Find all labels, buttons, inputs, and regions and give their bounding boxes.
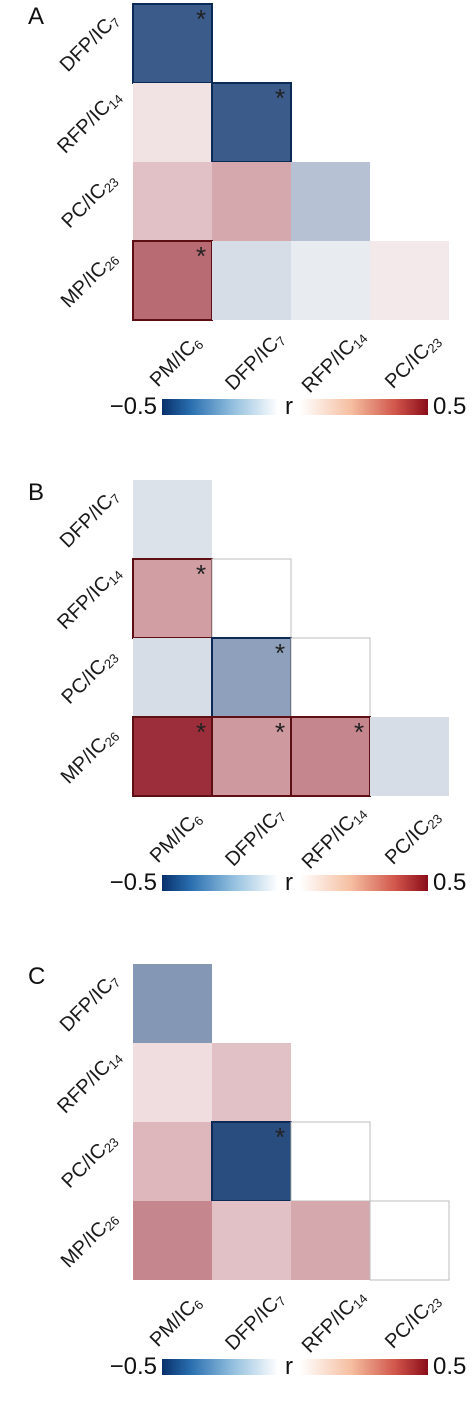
heatmap-cell [132,3,213,84]
column-tick-label: DFP/IC7 [221,1288,289,1356]
heatmap-cell [291,1201,370,1280]
column-tick-label: RFP/IC14 [298,1285,371,1358]
heatmap-cell [133,480,212,559]
colorbar-min-label: −0.5 [110,1353,157,1380]
row-tick-label: MP/IC26 [57,723,123,789]
heatmap-cell [132,716,213,797]
heatmap-cell [291,241,370,320]
row-tick-label: MP/IC26 [57,247,123,313]
heatmap-cell [133,83,212,162]
heatmap-cell [211,558,292,639]
heatmap-cell [291,162,370,241]
column-tick-label: PM/IC6 [146,808,207,869]
colorbar-negative [162,399,278,415]
heatmap-cell [133,1122,212,1201]
row-tick-label: RFP/IC14 [53,86,126,159]
panel-label: B [28,479,44,506]
heatmap-cell [290,1121,371,1202]
row-tick-label: RFP/IC14 [53,1046,126,1119]
heatmap-cell [133,162,212,241]
significance-star: * [196,4,206,34]
colorbar-min-label: −0.5 [110,869,157,896]
panel-label: A [28,3,44,30]
significance-star: * [275,717,285,747]
colorbar-title: r [285,1353,293,1380]
column-tick-label: PM/IC6 [146,1292,207,1353]
column-tick-label: PC/IC23 [381,330,445,394]
significance-star: * [275,83,285,113]
row-tick-label: PC/IC23 [58,1129,122,1193]
heatmap-cell [133,964,212,1043]
column-tick-label: RFP/IC14 [298,801,371,874]
heatmap-cell [290,716,371,797]
significance-star: * [196,717,206,747]
row-tick-label: DFP/IC7 [56,485,124,553]
column-tick-label: PC/IC23 [381,806,445,870]
column-tick-label: DFP/IC7 [221,328,289,396]
row-tick-label: RFP/IC14 [53,562,126,635]
colorbar-max-label: 0.5 [433,393,466,420]
significance-star: * [354,717,364,747]
panel-label: C [28,963,45,990]
colorbar-positive [300,399,428,415]
column-tick-label: PC/IC23 [381,1290,445,1354]
significance-star: * [196,559,206,589]
heatmap-cell [212,241,291,320]
heatmap-cell [133,638,212,717]
colorbar-min-label: −0.5 [110,393,157,420]
colorbar-title: r [285,869,293,896]
heatmap-cell [212,1043,291,1122]
colorbar-max-label: 0.5 [433,1353,466,1380]
heatmap-cell [212,162,291,241]
significance-star: * [275,638,285,668]
column-tick-label: DFP/IC7 [221,804,289,872]
heatmap-cell [212,1201,291,1280]
significance-star: * [275,1122,285,1152]
panel-b: B*** * *DFP/IC7RFP/IC14PC/IC23MP/IC26PM/IC… [28,479,466,896]
row-tick-label: DFP/IC7 [56,9,124,77]
colorbar-max-label: 0.5 [433,869,466,896]
colorbar-title: r [285,393,293,420]
heatmap-cell [133,1201,212,1280]
heatmap-cell [369,1200,450,1281]
colorbar-negative [162,875,278,891]
colorbar-positive [300,1359,428,1375]
heatmap-cell [370,717,449,796]
heatmap-cell [211,716,292,797]
significance-star: * [196,241,206,271]
heatmap-cell [132,240,213,321]
heatmap-cell [370,241,449,320]
heatmap-cell [290,637,371,718]
row-tick-label: MP/IC26 [57,1207,123,1273]
column-tick-label: RFP/IC14 [298,325,371,398]
heatmap-cell [211,82,292,163]
heatmap-cell [133,1043,212,1122]
row-tick-label: DFP/IC7 [56,969,124,1037]
row-tick-label: PC/IC23 [58,169,122,233]
row-tick-label: PC/IC23 [58,645,122,709]
column-tick-label: PM/IC6 [146,332,207,393]
colorbar-positive [300,875,428,891]
colorbar-negative [162,1359,278,1375]
